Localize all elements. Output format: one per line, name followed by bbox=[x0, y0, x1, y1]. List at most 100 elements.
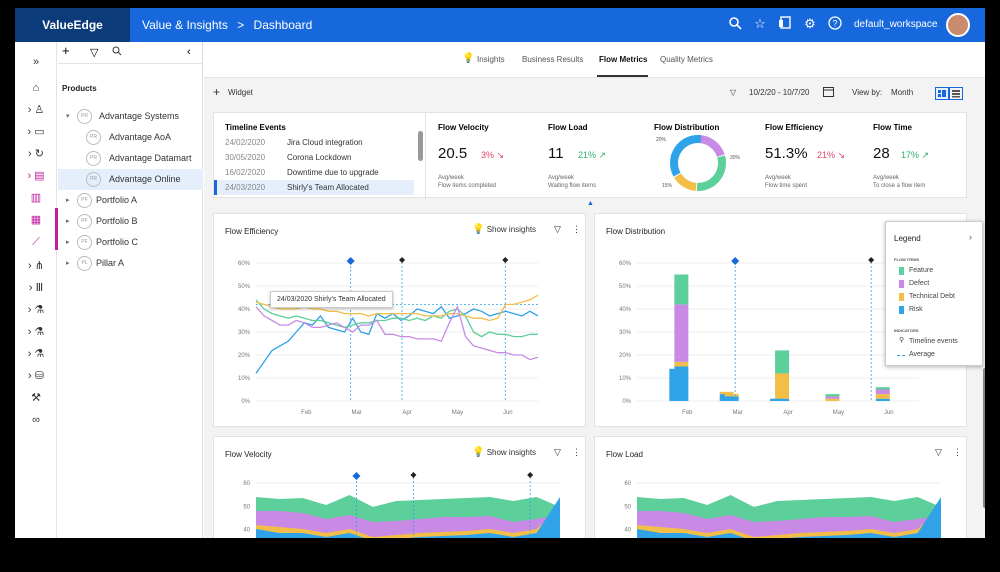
workspace-selector[interactable]: default_workspace bbox=[854, 19, 938, 30]
star-icon[interactable]: ☆ bbox=[754, 16, 766, 31]
line-chart-icon[interactable]: ⟋ bbox=[32, 236, 40, 248]
settings-icon[interactable]: ⚙ bbox=[804, 16, 816, 31]
flask-icon[interactable]: › ⚗ bbox=[27, 304, 45, 316]
lab-icon[interactable]: › ⚗ bbox=[27, 348, 45, 360]
nav-item-portfolio-icon[interactable]: › ▭ bbox=[27, 126, 45, 138]
y-tick-label: 10% bbox=[238, 376, 251, 382]
tree-node-advantage-online[interactable]: PR Advantage Online bbox=[58, 169, 203, 190]
metric-sub: To close a flow item bbox=[873, 183, 926, 189]
product-badge-icon: PR bbox=[77, 109, 92, 124]
y-tick-label: 60 bbox=[624, 481, 631, 487]
expand-nav-icon[interactable]: » bbox=[32, 56, 40, 68]
panel-title: Flow Velocity bbox=[225, 450, 272, 459]
event-tooltip: 24/03/2020 Shirly's Team Allocated bbox=[270, 291, 393, 308]
filter-icon[interactable]: ▽ bbox=[90, 47, 99, 59]
expand-caret-icon[interactable]: ▾ bbox=[66, 113, 70, 120]
donut-label: 20% bbox=[656, 137, 667, 143]
date-filter-icon[interactable]: ▽ bbox=[730, 88, 737, 97]
reports-icon[interactable] bbox=[777, 16, 793, 32]
legend-popover: Legend › FLOW ITEMS Feature Defect Techn… bbox=[885, 221, 983, 366]
bar-segment bbox=[875, 389, 890, 395]
flask-test-icon[interactable]: › ⚗ bbox=[27, 326, 45, 338]
product-badge-icon: PR bbox=[86, 172, 101, 187]
date-range[interactable]: 10/2/20 - 10/7/20 bbox=[749, 88, 810, 97]
bar-chart-icon[interactable]: ▥ bbox=[30, 192, 42, 204]
tree-node-advantage-systems[interactable]: ▾ PR Advantage Systems bbox=[58, 106, 203, 127]
legend-title: Legend bbox=[894, 234, 921, 243]
page-scrollbar[interactable] bbox=[983, 368, 985, 508]
legend-section-label: FLOW ITEMS bbox=[894, 257, 920, 262]
timeline-row[interactable]: 30/05/2020 Corona Lockdown bbox=[214, 150, 414, 165]
nav-item-strategy-icon[interactable]: › ♙ bbox=[27, 104, 45, 116]
tree-node-portfolio-b[interactable]: ▸ PF Portfolio B bbox=[58, 211, 203, 232]
link-icon[interactable]: ∞ bbox=[32, 414, 40, 426]
panel-title: Flow Distribution bbox=[606, 227, 666, 236]
nav-item-cycle-icon[interactable]: › ↻ bbox=[28, 148, 44, 160]
more-options-icon[interactable]: ⋮ bbox=[572, 224, 581, 234]
pillar-icon[interactable]: › Ⅲ bbox=[28, 282, 44, 294]
collapse-summary-icon[interactable]: ▲ bbox=[587, 200, 594, 207]
add-widget-icon[interactable]: + bbox=[213, 85, 221, 99]
x-tick-label: Jun bbox=[503, 410, 513, 416]
tab-business-results[interactable]: Business Results bbox=[522, 55, 584, 64]
metric-value: 20.5 bbox=[438, 145, 468, 162]
brand-logo[interactable]: ValueEdge bbox=[15, 8, 130, 42]
panel-filter-icon[interactable]: ▽ bbox=[554, 224, 561, 234]
tree-node-portfolio-a[interactable]: ▸ PF Portfolio A bbox=[58, 190, 203, 211]
expand-caret-icon[interactable]: ▸ bbox=[66, 197, 70, 204]
collapse-panel-icon[interactable]: ‹ bbox=[187, 46, 191, 58]
y-tick-label: 30% bbox=[619, 330, 632, 336]
trend-down-icon: ↘ bbox=[837, 150, 846, 160]
legend-collapse-icon[interactable]: › bbox=[969, 232, 972, 242]
breadcrumb-module[interactable]: Value & Insights bbox=[142, 18, 228, 32]
grid-view-button[interactable] bbox=[935, 87, 949, 100]
pipeline-icon[interactable]: › ⛁ bbox=[28, 370, 44, 382]
timeline-row[interactable]: 24/02/2020 Jira Cloud integration bbox=[214, 135, 414, 150]
panel-filter-icon[interactable]: ▽ bbox=[554, 447, 561, 457]
tree-node-advantage-aoa[interactable]: PR Advantage AoA bbox=[58, 127, 203, 148]
help-icon[interactable]: ? bbox=[827, 16, 843, 32]
tree-node-label: Advantage Systems bbox=[99, 111, 180, 121]
donut-label: 30% bbox=[730, 155, 741, 161]
y-tick-label: 50 bbox=[624, 504, 631, 510]
nav-item-insights-icon[interactable]: › ▤ bbox=[27, 170, 45, 182]
tree-node-portfolio-c[interactable]: ▸ PF Portfolio C bbox=[58, 232, 203, 253]
bar-segment bbox=[775, 350, 790, 374]
timeline-scrollbar[interactable] bbox=[418, 131, 423, 161]
tree-node-label: Advantage Online bbox=[109, 174, 181, 184]
panel-filter-icon[interactable]: ▽ bbox=[935, 447, 942, 457]
dashboard-icon[interactable]: ▦ bbox=[30, 214, 42, 226]
tab-quality-metrics[interactable]: Quality Metrics bbox=[660, 55, 713, 64]
home-icon[interactable]: ⌂ bbox=[32, 82, 40, 94]
x-tick-label: Feb bbox=[682, 410, 693, 416]
add-icon[interactable]: + bbox=[62, 43, 70, 58]
show-insights-button[interactable]: 💡 Show insights bbox=[472, 224, 537, 235]
search-icon[interactable] bbox=[727, 16, 743, 32]
bar-segment bbox=[875, 398, 890, 401]
expand-caret-icon[interactable]: ▸ bbox=[66, 260, 70, 267]
more-options-icon[interactable]: ⋮ bbox=[953, 447, 962, 457]
more-options-icon[interactable]: ⋮ bbox=[572, 447, 581, 457]
tree-node-label: Portfolio C bbox=[96, 237, 139, 247]
expand-caret-icon[interactable]: ▸ bbox=[66, 218, 70, 225]
bar-segment bbox=[875, 387, 890, 390]
view-by-select[interactable]: Month bbox=[891, 88, 914, 97]
calendar-icon[interactable] bbox=[823, 86, 834, 99]
list-view-button[interactable] bbox=[949, 87, 963, 100]
timeline-row[interactable]: 16/02/2020 Downtime due to upgrade bbox=[214, 165, 414, 180]
timeline-row-selected[interactable]: 24/03/2020 Shirly's Team Allocated bbox=[214, 180, 414, 195]
hierarchy-icon[interactable]: › ⋔ bbox=[28, 260, 44, 272]
add-widget-button[interactable]: Widget bbox=[228, 88, 253, 97]
tab-flow-metrics[interactable]: Flow Metrics bbox=[599, 55, 648, 64]
timeline-date: 30/05/2020 bbox=[225, 153, 266, 162]
tree-search-icon[interactable] bbox=[112, 46, 122, 59]
y-tick-label: 20% bbox=[238, 353, 251, 359]
tab-insights[interactable]: Insights bbox=[477, 55, 505, 64]
avatar[interactable] bbox=[946, 13, 970, 37]
integrations-icon[interactable]: ⚒ bbox=[31, 392, 41, 404]
metric-flow-distribution[interactable]: Flow Distribution 20% 30% 15% bbox=[654, 113, 754, 199]
expand-caret-icon[interactable]: ▸ bbox=[66, 239, 70, 246]
tree-node-pillar-a[interactable]: ▸ PL Pillar A bbox=[58, 253, 203, 274]
tree-node-advantage-datamart[interactable]: PR Advantage Datamart bbox=[58, 148, 203, 169]
show-insights-button[interactable]: 💡 Show insights bbox=[472, 447, 537, 458]
